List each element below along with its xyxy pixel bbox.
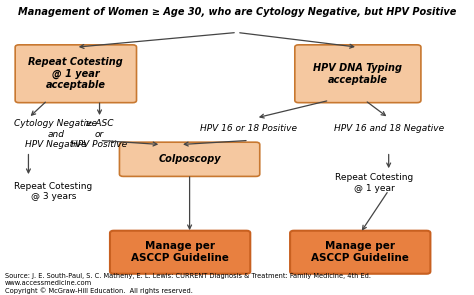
Text: HPV 16 and 18 Negative: HPV 16 and 18 Negative xyxy=(334,124,444,133)
Text: Manage per
ASCCP Guideline: Manage per ASCCP Guideline xyxy=(311,241,409,263)
Text: HPV DNA Typing
acceptable: HPV DNA Typing acceptable xyxy=(313,63,402,85)
FancyBboxPatch shape xyxy=(110,231,250,274)
FancyBboxPatch shape xyxy=(290,231,430,274)
Text: Colposcopy: Colposcopy xyxy=(158,154,221,164)
Text: Cytology Negative
and
HPV Negative: Cytology Negative and HPV Negative xyxy=(14,119,97,149)
Text: Repeat Cotesting
@ 1 year
acceptable: Repeat Cotesting @ 1 year acceptable xyxy=(28,57,123,91)
Text: Manage per
ASCCP Guideline: Manage per ASCCP Guideline xyxy=(131,241,229,263)
FancyBboxPatch shape xyxy=(15,45,137,103)
FancyBboxPatch shape xyxy=(295,45,421,103)
Text: Repeat Cotesting
@ 1 year: Repeat Cotesting @ 1 year xyxy=(335,173,414,193)
Text: HPV 16 or 18 Positive: HPV 16 or 18 Positive xyxy=(201,124,297,133)
Text: Source: J. E. South-Paul, S. C. Matheny, E. L. Lewis: CURRENT Diagnosis & Treatm: Source: J. E. South-Paul, S. C. Matheny,… xyxy=(5,273,371,294)
FancyBboxPatch shape xyxy=(119,142,260,176)
Text: Repeat Cotesting
@ 3 years: Repeat Cotesting @ 3 years xyxy=(14,182,92,201)
Text: Management of Women ≥ Age 30, who are Cytology Negative, but HPV Positive: Management of Women ≥ Age 30, who are Cy… xyxy=(18,7,456,17)
Text: ≥ ASC
or
HPV Positive: ≥ ASC or HPV Positive xyxy=(72,119,128,149)
